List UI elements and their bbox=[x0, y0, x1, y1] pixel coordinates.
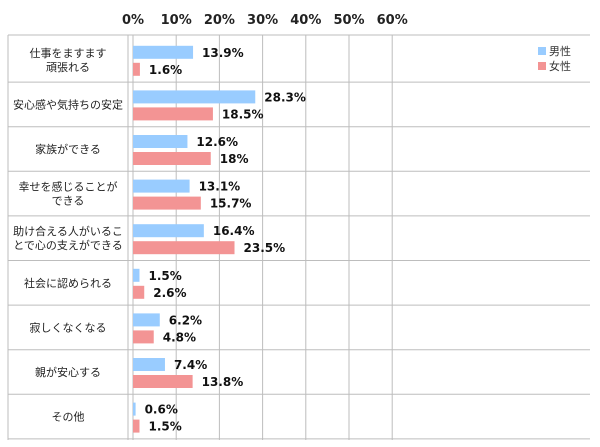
category-label: その他 bbox=[52, 411, 85, 424]
category-label: 寂しくなくなる bbox=[30, 320, 107, 334]
bar-female bbox=[133, 330, 154, 344]
category-label-line: 家族ができる bbox=[35, 142, 101, 156]
bar-female bbox=[133, 285, 145, 299]
value-label: 2.6% bbox=[153, 286, 186, 300]
value-label: 18% bbox=[220, 152, 249, 166]
x-tick-label: 0% bbox=[122, 13, 144, 28]
category-label-line: 安心感や気持ちの安定 bbox=[13, 97, 123, 111]
value-label: 18.5% bbox=[222, 107, 264, 121]
value-label: 15.7% bbox=[210, 197, 252, 211]
category-label: 幸せを感じることができる bbox=[19, 180, 118, 208]
category-label-line: 親が安心する bbox=[35, 365, 101, 379]
category-label-line: とで心の支えができる bbox=[13, 238, 122, 252]
bar-male bbox=[133, 402, 136, 416]
value-label: 28.3% bbox=[264, 90, 306, 104]
bars: 13.9% 1.6% 28.3%18.5% 12.6% 18% 13.1% 15.7% 16.… bbox=[133, 45, 306, 434]
bar-male bbox=[133, 135, 188, 148]
category-label: 親が安心する bbox=[35, 365, 101, 379]
bar-female bbox=[133, 62, 140, 76]
value-label: 13.1% bbox=[199, 180, 241, 194]
bar-male bbox=[133, 90, 256, 104]
bar-male bbox=[133, 224, 204, 238]
category-label-line: 頑張れる bbox=[46, 61, 90, 74]
value-label: 23.5% bbox=[244, 241, 286, 255]
category-label: 家族ができる bbox=[35, 142, 101, 156]
legend-label: 男性 bbox=[549, 44, 571, 58]
x-tick-label: 50% bbox=[333, 13, 364, 28]
category-label-line: 幸せを感じることが bbox=[19, 180, 118, 194]
bar-female bbox=[133, 196, 201, 210]
value-label: 1.5% bbox=[148, 420, 181, 434]
category-label-line: 寂しくなくなる bbox=[30, 320, 107, 334]
category-label-line: 社会に認められる bbox=[24, 276, 112, 290]
category-label: 社会に認められる bbox=[24, 276, 112, 290]
value-label: 12.6% bbox=[196, 135, 238, 149]
value-label: 7.4% bbox=[174, 358, 207, 372]
value-label: 13.9% bbox=[202, 46, 244, 60]
category-label: 助け合える人がいることで心の支えができる bbox=[13, 224, 123, 252]
value-label: 0.6% bbox=[145, 403, 178, 417]
bar-male bbox=[133, 45, 194, 59]
bar-male bbox=[133, 268, 140, 282]
x-tick-label: 40% bbox=[290, 13, 321, 28]
x-tick-label: 20% bbox=[204, 13, 235, 28]
legend-swatch bbox=[538, 62, 546, 70]
legend-label: 女性 bbox=[549, 59, 571, 73]
legend-swatch bbox=[538, 47, 546, 55]
x-axis-ticks: 0% 10% 20% 30% 40% 50% 60% bbox=[122, 13, 408, 28]
bar-male bbox=[133, 179, 190, 193]
category-label-line: 助け合える人がいるこ bbox=[13, 224, 123, 238]
value-label: 1.6% bbox=[149, 63, 182, 77]
category-labels: 仕事をますます頑張れる安心感や気持ちの安定家族ができる幸せを感じることができる助… bbox=[13, 47, 123, 424]
x-tick-label: 30% bbox=[247, 13, 278, 28]
category-label-line: できる bbox=[52, 195, 85, 208]
gridlines bbox=[7, 34, 590, 440]
value-label: 6.2% bbox=[169, 313, 202, 327]
bar-male bbox=[133, 313, 160, 327]
value-label: 1.5% bbox=[148, 269, 181, 283]
x-tick-label: 60% bbox=[377, 13, 408, 28]
bar-female bbox=[133, 419, 140, 433]
x-tick-label: 10% bbox=[161, 13, 192, 28]
bar-female bbox=[133, 107, 213, 121]
value-label: 13.8% bbox=[202, 375, 244, 389]
bar-male bbox=[133, 358, 165, 371]
value-label: 4.8% bbox=[163, 330, 196, 344]
category-label: 仕事をますます頑張れる bbox=[30, 47, 107, 74]
value-label: 16.4% bbox=[213, 224, 255, 238]
category-label-line: その他 bbox=[52, 411, 85, 424]
category-label: 安心感や気持ちの安定 bbox=[13, 97, 123, 111]
bar-female bbox=[133, 241, 235, 255]
bar-female bbox=[133, 152, 211, 165]
category-label-line: 仕事をますます bbox=[30, 47, 107, 60]
bar-female bbox=[133, 375, 193, 388]
